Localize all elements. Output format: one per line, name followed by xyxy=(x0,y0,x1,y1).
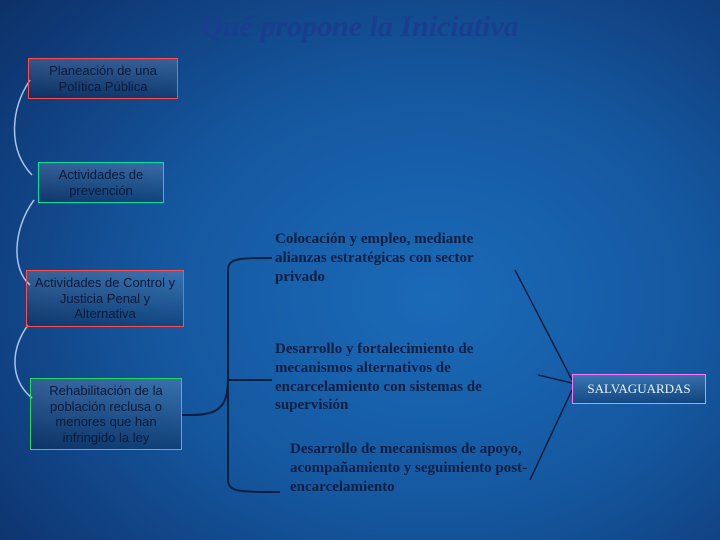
slide-title: Qué propone la Iniciativa xyxy=(0,10,720,44)
rehab-to-details-bracket xyxy=(180,230,280,530)
detail-alternatives: Desarrollo y fortalecimiento de mecanism… xyxy=(275,340,539,415)
box-prevention: Actividades de prevención xyxy=(38,162,164,203)
detail-post-support: Desarrollo de mecanismos de apoyo, acomp… xyxy=(290,440,540,496)
box-safeguards: SALVAGUARDAS xyxy=(572,374,706,404)
box-rehab: Rehabilitación de la población reclusa o… xyxy=(30,378,182,450)
detail-employment: Colocación y empleo, mediante alianzas e… xyxy=(275,230,525,286)
box-control: Actividades de Control y Justicia Penal … xyxy=(26,270,184,327)
box-planning: Planeación de una Política Pública xyxy=(28,58,178,99)
